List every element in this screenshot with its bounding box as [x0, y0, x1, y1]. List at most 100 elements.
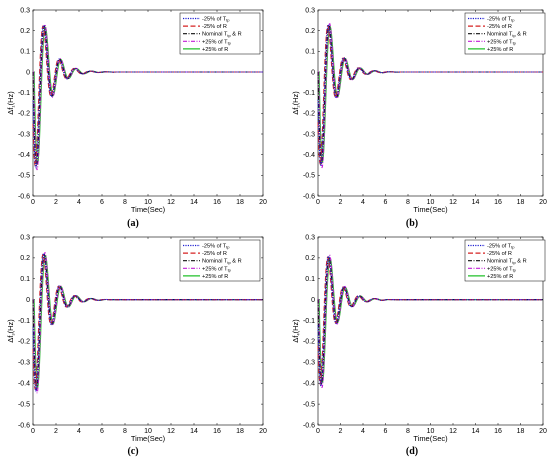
legend-entry: Nominal Ttp & R — [487, 259, 527, 265]
y-tick-label: -0.5 — [18, 173, 30, 180]
panel-caption: (d) — [406, 446, 418, 457]
y-axis-label-main: Δf — [291, 335, 300, 343]
x-tick-label: 8 — [406, 199, 410, 206]
y-axis-label: Δf4(Hz) — [291, 319, 301, 343]
legend-entry-name: Nominal T — [202, 259, 228, 265]
y-tick-label: -0.1 — [18, 90, 30, 97]
y-tick-label: 0.3 — [20, 234, 30, 241]
legend-entry: -25% of Ttp — [487, 244, 515, 250]
y-tick-label: 0 — [26, 69, 30, 76]
y-axis-label-unit: (Hz) — [291, 319, 300, 334]
y-axis-label: Δf2(Hz) — [291, 91, 301, 115]
legend-entry: -25% of Ttp — [202, 17, 230, 23]
chart-panel-2: -0.6 -0.5 -0.4 -0.3 -0.2 -0.1 0 0.1 0.2 0.3 0 2 4 6 8 1… — [291, 7, 547, 229]
x-tick-label: 10 — [427, 199, 435, 206]
y-tick-label: 0.1 — [20, 49, 30, 56]
y-tick-label: -0.3 — [18, 360, 30, 367]
legend-entry-sub: tp — [226, 245, 230, 250]
x-axis-label: Time(Sec) — [413, 434, 448, 443]
legend-entry-name: +25% of R — [202, 47, 228, 53]
x-tick-label: 18 — [236, 199, 244, 206]
y-tick-label: 0.1 — [305, 49, 315, 56]
y-tick-label: 0.2 — [20, 28, 30, 35]
legend-entry-name: -25% of R — [487, 24, 512, 30]
legend-entry: -25% of Ttp — [487, 17, 515, 23]
x-tick-label: 6 — [100, 428, 104, 435]
legend-entry-sub: tp — [227, 33, 231, 38]
y-tick-label: -0.4 — [18, 152, 30, 159]
y-tick-label: 0 — [311, 69, 315, 76]
y-tick-label: -0.6 — [303, 422, 315, 429]
legend-entry-name: +25% of T — [202, 266, 228, 272]
x-tick-label: 16 — [213, 428, 221, 435]
x-tick-label: 16 — [494, 199, 502, 206]
x-axis-label: Time(Sec) — [413, 205, 448, 214]
legend-entry-name: +25% of T — [202, 39, 228, 45]
legend-entry-sub: tp — [512, 33, 516, 38]
x-tick-label: 0 — [31, 199, 35, 206]
x-tick-label: 2 — [54, 199, 58, 206]
y-axis-label-unit: (Hz) — [291, 91, 300, 106]
legend-entry-name: -25% of T — [202, 17, 227, 23]
legend-entry-sub: tp — [513, 268, 517, 273]
legend-entry-sub: tp — [228, 41, 232, 46]
panel-caption: (c) — [127, 446, 138, 457]
y-axis-label-sub: 4 — [296, 333, 301, 336]
y-tick-label: 0.1 — [305, 276, 315, 283]
y-tick-label: -0.3 — [18, 131, 30, 138]
y-axis-label-main: Δf — [291, 107, 300, 115]
series-line — [317, 255, 543, 387]
legend-entry-name: -25% of R — [202, 251, 227, 257]
legend-entry-sub: tp — [512, 260, 516, 265]
y-tick-label: -0.4 — [303, 152, 315, 159]
x-tick-label: 16 — [213, 199, 221, 206]
legend-entry: +25% of Ttp — [202, 39, 232, 45]
legend-entry-name: -25% of T — [202, 244, 227, 250]
x-tick-label: 20 — [539, 428, 547, 435]
legend-entry: -25% of R — [487, 24, 512, 30]
y-tick-label: 0 — [311, 297, 315, 304]
y-tick-label: -0.6 — [18, 422, 30, 429]
legend-entry-sub: tp — [511, 245, 515, 250]
y-tick-label: 0.2 — [305, 255, 315, 262]
panel-caption: (a) — [127, 218, 139, 229]
legend-box — [179, 239, 261, 282]
y-axis-label-unit: (Hz) — [6, 91, 15, 106]
legend-entry: +25% of R — [202, 47, 228, 53]
legend-entry: +25% of R — [487, 47, 513, 53]
y-tick-label: -0.2 — [18, 339, 30, 346]
x-tick-label: 6 — [384, 199, 388, 206]
legend-entry-name: Nominal T — [487, 259, 513, 265]
x-tick-label: 20 — [259, 428, 267, 435]
y-tick-label: 0.1 — [20, 276, 30, 283]
legend-entry: -25% of R — [202, 251, 227, 257]
x-tick-label: 12 — [167, 428, 175, 435]
x-tick-label: 12 — [167, 199, 175, 206]
y-tick-label: -0.3 — [303, 360, 315, 367]
y-axis-label-sub: 1 — [11, 105, 16, 108]
legend-entry: -25% of R — [202, 24, 227, 30]
legend-entry-suffix: & R — [231, 259, 242, 265]
x-tick-label: 18 — [236, 428, 244, 435]
y-axis-label-sub: 2 — [296, 105, 301, 108]
x-axis-label: Time(Sec) — [131, 434, 166, 443]
series-line — [32, 252, 263, 392]
y-tick-label: 0.3 — [20, 7, 30, 14]
legend-entry: +25% of Ttp — [202, 266, 232, 272]
x-axis-label: Time(Sec) — [131, 205, 166, 214]
legend-entry-name: +25% of R — [487, 47, 513, 53]
x-tick-label: 2 — [339, 199, 343, 206]
y-tick-label: -0.3 — [303, 131, 315, 138]
legend-entry: Nominal Ttp & R — [202, 259, 242, 265]
x-tick-label: 8 — [123, 428, 127, 435]
y-tick-label: -0.2 — [303, 339, 315, 346]
legend-entry: -25% of R — [487, 251, 512, 257]
x-tick-label: 20 — [259, 199, 267, 206]
x-tick-label: 2 — [339, 428, 343, 435]
legend-entry-name: +25% of R — [202, 274, 228, 280]
legend-entry: +25% of Ttp — [487, 39, 517, 45]
y-tick-label: -0.4 — [303, 381, 315, 388]
